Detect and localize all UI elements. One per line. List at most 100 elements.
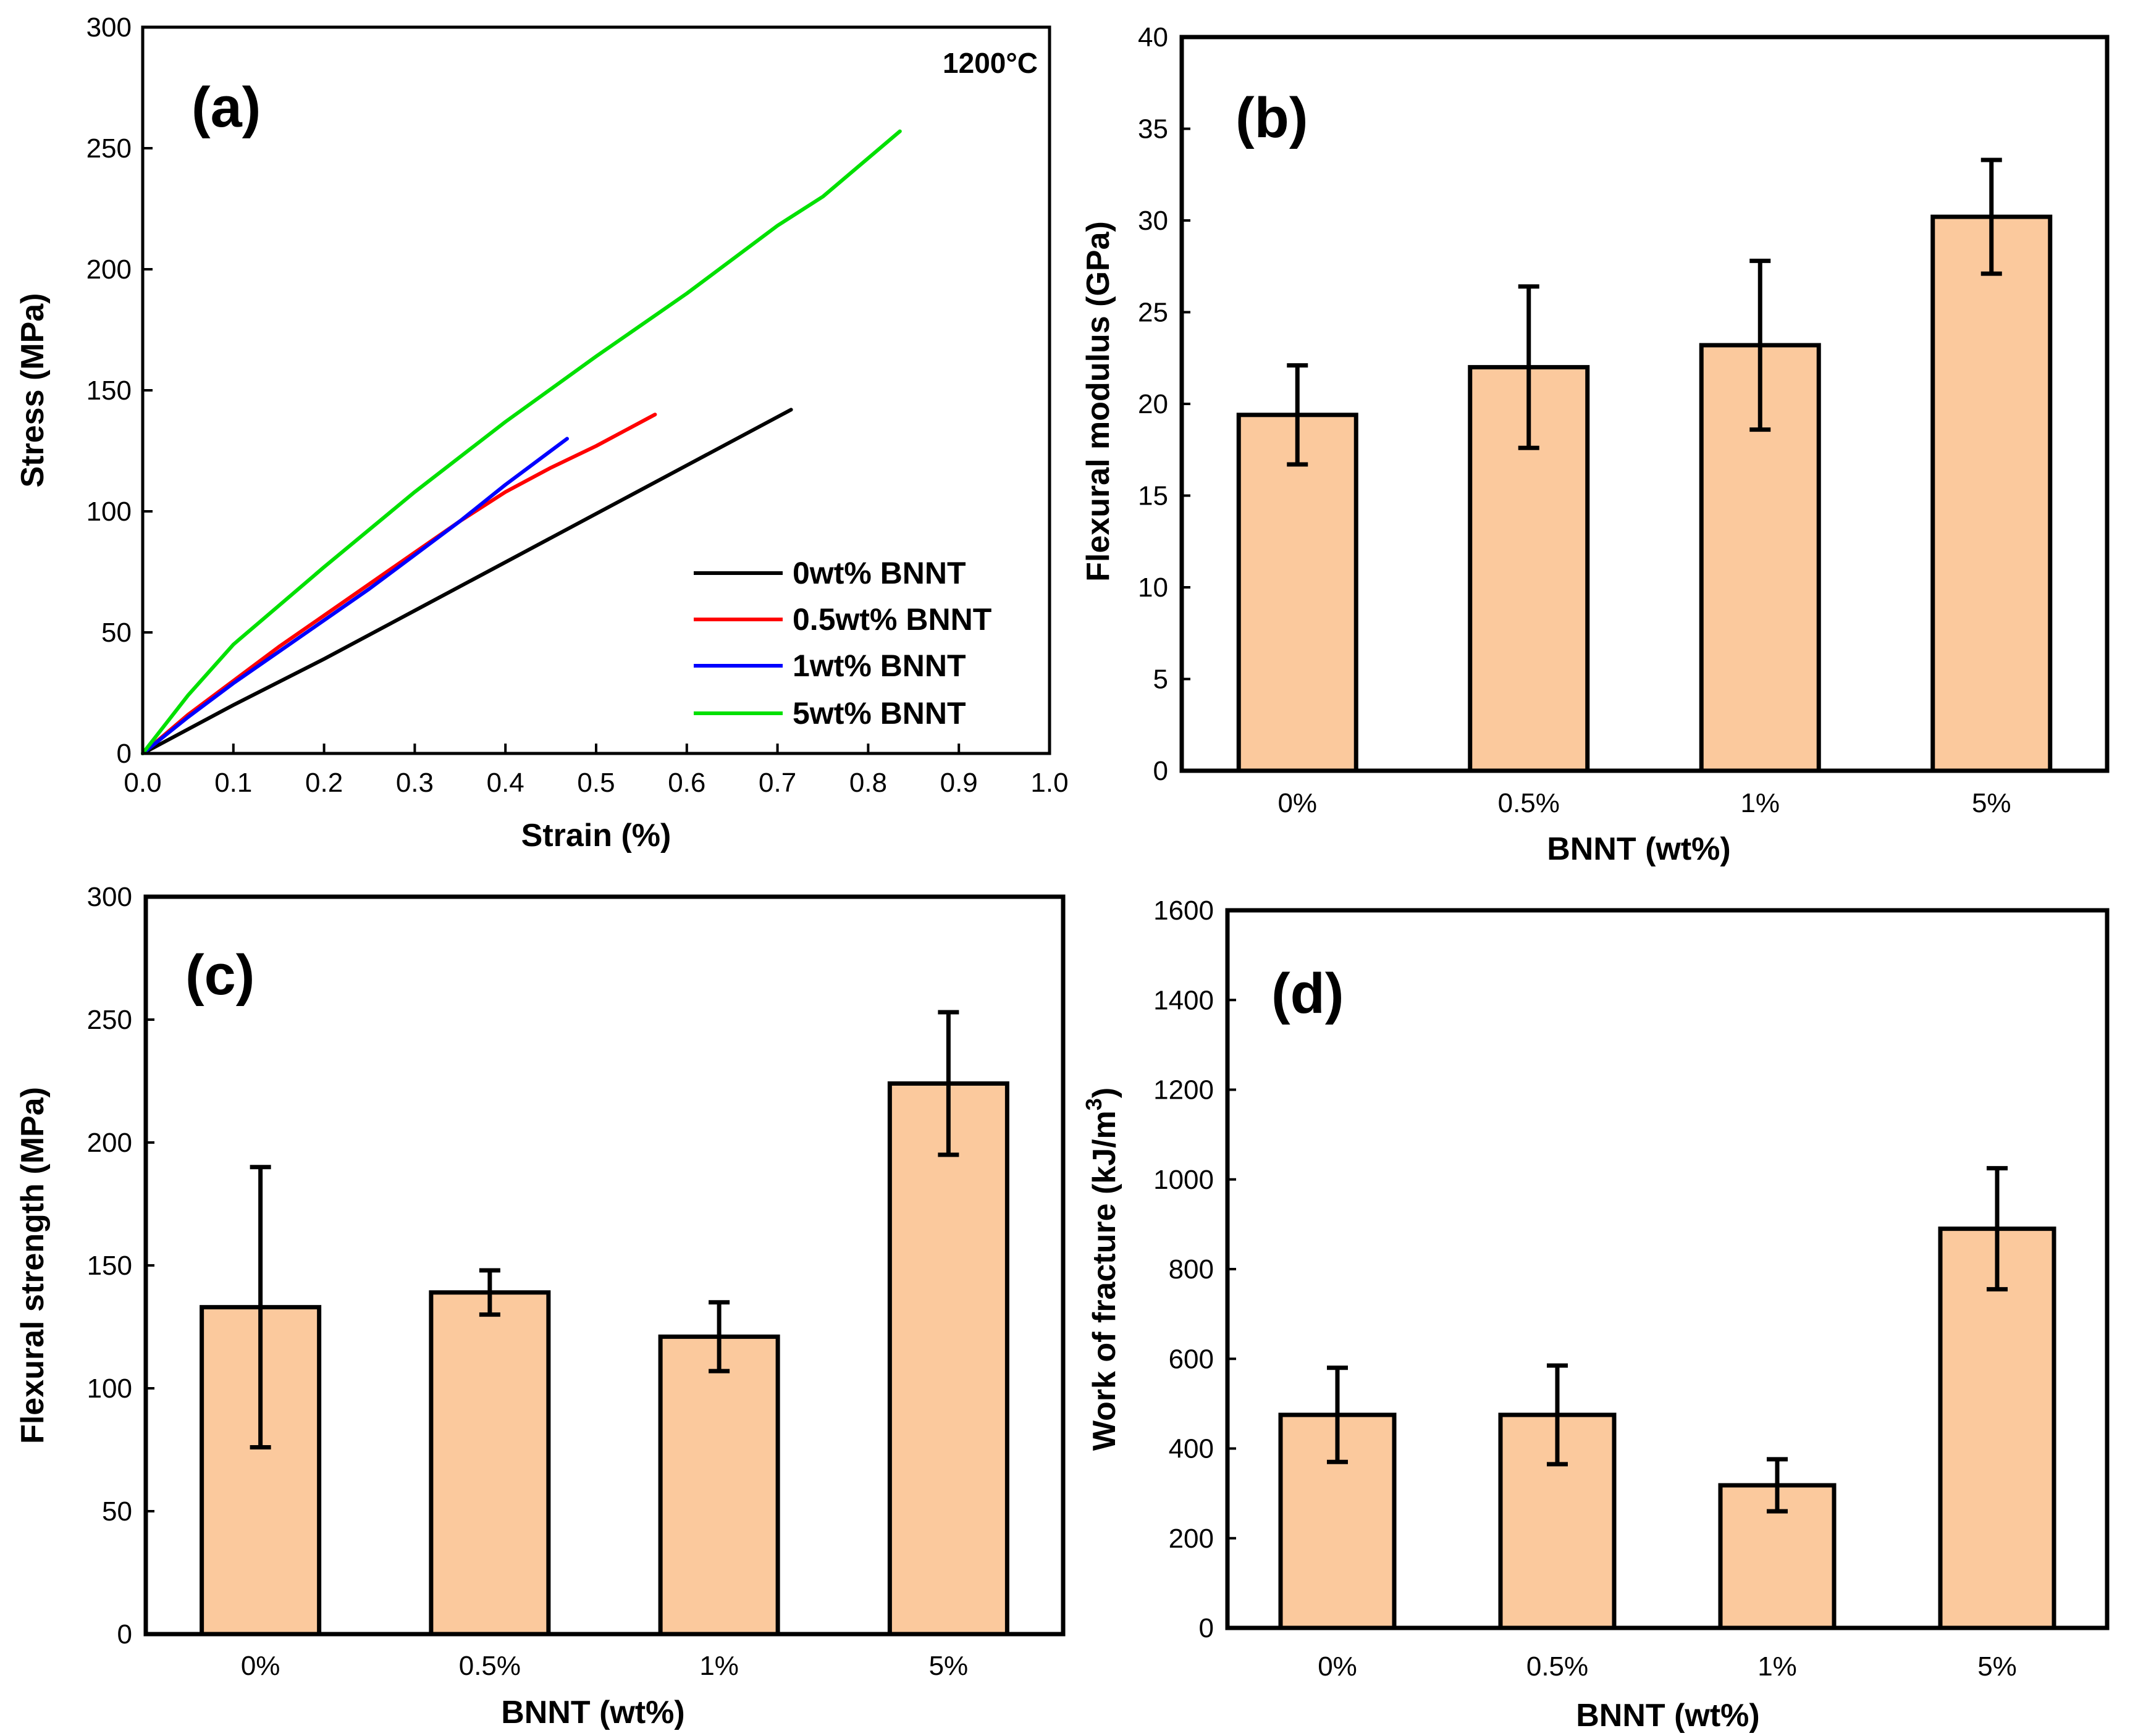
panel-d-bars: [1278, 1166, 2056, 1630]
legend-label-0-5wt: 0.5wt% BNNT: [793, 602, 991, 637]
panel-a-x-tick-label: 0.9: [940, 768, 978, 798]
panel-d-y-axis-title: Work of fracture (kJ/m3): [1081, 1088, 1122, 1451]
panel-a-series-lines: [141, 129, 902, 755]
panel-a-x-tick-label: 0.0: [124, 768, 161, 798]
panel-c-y-ticks: 0 50 100 150 200 250 300: [87, 882, 154, 1650]
panel-d-bar-3: [1938, 1227, 2056, 1630]
panel-d-label: (d): [1271, 962, 1344, 1025]
panel-b-bar-3: [1930, 214, 2053, 773]
panel-c-y-tick-label: 300: [87, 882, 132, 912]
panel-c-y-tick-label: 150: [87, 1251, 132, 1281]
panel-d-y-tick-label: 400: [1169, 1434, 1214, 1464]
panel-b-y-tick-label: 0: [1153, 756, 1168, 786]
panel-d-y-tick-label: 200: [1169, 1524, 1214, 1554]
panel-a-plot-frame: [141, 25, 1051, 755]
panel-b-y-tick-label: 5: [1153, 665, 1168, 695]
panel-a-stress-strain-chart: 0 50 100 150 200 250 300 0.0 0.1 0.2 0.3 0.4 0.5 0.6…: [15, 12, 1069, 853]
panel-a-series-line-0: [141, 408, 793, 755]
panel-a-y-tick-label: 0: [117, 739, 132, 769]
panel-a-y-tick-label: 100: [86, 497, 132, 527]
panel-a-y-tick-label: 300: [86, 12, 132, 43]
panel-a-x-tick-label: 0.4: [487, 768, 524, 798]
panel-c-category-label-3: 5%: [929, 1651, 969, 1681]
panel-a-y-tick-label: 200: [86, 254, 132, 285]
panel-c-y-tick-label: 0: [117, 1619, 132, 1650]
panel-b-y-tick-label: 30: [1138, 206, 1168, 236]
panel-d-category-label-3: 5%: [1977, 1651, 2017, 1682]
panel-a-x-tick-label: 0.8: [849, 768, 887, 798]
panel-a-series-line-3: [141, 129, 902, 755]
panel-b-flexural-modulus-chart: 0 5 10 15 20 25 30 35 40 0% 0.5% 1% 5% (b) BNNT (wt…: [1080, 22, 2110, 867]
panel-a-y-axis-title: Stress (MPa): [15, 293, 51, 488]
legend-entry-5wt: 5wt% BNNT: [694, 696, 966, 731]
panel-b-y-tick-label: 15: [1138, 481, 1168, 511]
panel-c-bar-1: [429, 1290, 551, 1637]
panel-a-series-line-2: [141, 437, 569, 755]
panel-a-x-tick-label: 0.5: [577, 768, 615, 798]
panel-b-x-axis-title: BNNT (wt%): [1547, 831, 1731, 867]
panel-b-y-tick-label: 25: [1138, 298, 1168, 328]
panel-a-x-ticks: 0.0 0.1 0.2 0.3 0.4 0.5 0.6 0.7 0.8 0.9 1.0: [124, 744, 1069, 798]
panel-d-y-axis-title-close: ): [1087, 1088, 1122, 1098]
panel-c-y-axis-title: Flexural strength (MPa): [15, 1087, 51, 1444]
panel-d-y-tick-label: 0: [1199, 1613, 1214, 1643]
panel-c-bar-3: [887, 1081, 1009, 1637]
panel-d-y-axis-title-superscript: 3: [1081, 1098, 1106, 1110]
panel-a-x-tick-label: 1.0: [1030, 768, 1068, 798]
panel-a-x-tick-label: 0.6: [668, 768, 705, 798]
panel-a-y-tick-label: 150: [86, 375, 132, 406]
panel-b-y-tick-label: 10: [1138, 572, 1168, 603]
panel-d-category-label-0: 0%: [1318, 1651, 1357, 1682]
panel-c-category-label-1: 0.5%: [459, 1651, 521, 1681]
panel-b-category-label-0: 0%: [1277, 788, 1317, 818]
panel-a-x-axis-title: Strain (%): [521, 818, 671, 853]
panel-c-category-label-2: 1%: [699, 1651, 739, 1681]
panel-c-y-tick-label: 200: [87, 1128, 132, 1158]
panel-a-x-tick-label: 0.3: [396, 768, 434, 798]
panel-b-label: (b): [1235, 86, 1308, 149]
panel-d-y-axis-title-main: Work of fracture (kJ/m: [1087, 1110, 1122, 1451]
panel-c-y-tick-label: 100: [87, 1373, 132, 1404]
panel-d-category-label-1: 0.5%: [1526, 1651, 1588, 1682]
panel-c-x-axis-title: BNNT (wt%): [501, 1695, 685, 1730]
panel-b-category-label-3: 5%: [1972, 788, 2011, 818]
panel-a-label: (a): [191, 76, 261, 139]
panel-d-work-of-fracture-chart: 0 200 400 600 800 1000 1200 1400 1600 0% 0.5% 1% 5%…: [1081, 895, 2110, 1734]
panel-b-y-tick-label: 35: [1138, 114, 1168, 145]
panel-a-x-tick-label: 0.1: [214, 768, 252, 798]
panel-d-bar-2: [1718, 1483, 1837, 1630]
legend-entry-0wt: 0wt% BNNT: [694, 556, 966, 590]
panel-c-y-tick-label: 50: [102, 1496, 132, 1527]
legend-label-0wt: 0wt% BNNT: [793, 556, 966, 590]
panel-c-flexural-strength-chart: 0 50 100 150 200 250 300 0% 0.5% 1% 5% (c) BNNT (…: [15, 882, 1066, 1730]
panel-d-category-label-2: 1%: [1757, 1651, 1797, 1682]
panel-d-y-tick-label: 1200: [1153, 1075, 1214, 1105]
panel-b-y-ticks: 0 5 10 15 20 25 30 35 40: [1138, 22, 1190, 786]
panel-c-label: (c): [185, 944, 255, 1007]
panel-b-bars: [1236, 157, 2053, 773]
panel-d-y-tick-label: 600: [1169, 1344, 1214, 1374]
panel-b-y-tick-label: 40: [1138, 22, 1168, 52]
legend-label-5wt: 5wt% BNNT: [793, 696, 966, 731]
panel-d-y-tick-label: 1000: [1153, 1165, 1214, 1195]
panel-d-y-tick-label: 1600: [1153, 895, 1214, 926]
panel-b-y-axis-title: Flexural modulus (GPa): [1080, 221, 1116, 582]
legend-label-1wt: 1wt% BNNT: [793, 648, 966, 683]
panel-a-x-tick-label: 0.2: [305, 768, 343, 798]
panel-d-y-ticks: 0 200 400 600 800 1000 1200 1400 1600: [1153, 895, 1236, 1643]
panel-b-category-label-2: 1%: [1740, 788, 1780, 818]
panel-d-y-tick-label: 1400: [1153, 985, 1214, 1015]
panel-c-y-tick-label: 250: [87, 1005, 132, 1035]
panel-b-bar-0: [1236, 413, 1358, 773]
panel-d-y-tick-label: 800: [1169, 1254, 1214, 1285]
panel-d-x-axis-title: BNNT (wt%): [1576, 1698, 1760, 1734]
panel-c-category-labels: 0% 0.5% 1% 5%: [241, 1651, 968, 1681]
panel-b-y-tick-label: 20: [1138, 389, 1168, 419]
panel-c-bar-2: [658, 1334, 780, 1637]
panel-a-temperature-annotation: 1200°C: [943, 47, 1038, 79]
panel-a-y-ticks: 0 50 100 150 200 250 300: [86, 12, 153, 769]
panel-a-series-line-1: [141, 413, 657, 755]
panel-a-y-tick-label: 50: [101, 618, 132, 648]
panel-c-category-label-0: 0%: [241, 1651, 280, 1681]
